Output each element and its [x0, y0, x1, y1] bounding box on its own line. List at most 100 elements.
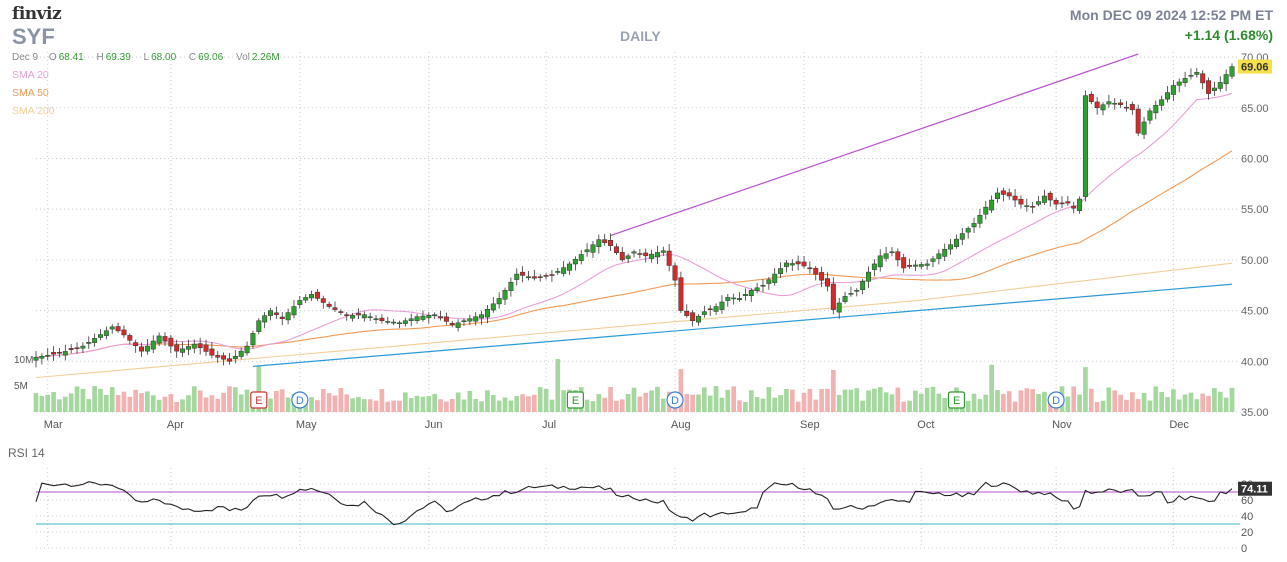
volume-bar: [1094, 401, 1100, 412]
volume-bar: [426, 396, 432, 412]
volume-bar: [965, 400, 971, 412]
candle-body: [1194, 72, 1200, 75]
sma-20-legend[interactable]: SMA 20: [12, 69, 49, 81]
candle-body: [1000, 190, 1006, 195]
volume-bar: [526, 396, 531, 412]
volume-bar: [1182, 394, 1188, 412]
candle-body: [232, 355, 238, 359]
volume-bar: [186, 395, 191, 412]
candle-body: [473, 316, 479, 322]
candle-body: [766, 279, 772, 284]
candle-body: [1147, 110, 1153, 121]
period-label[interactable]: DAILY: [620, 28, 661, 44]
price-tick-label: 35.00: [1241, 407, 1269, 419]
volume-bar: [1036, 394, 1041, 412]
candle-body: [672, 265, 678, 281]
price-tick-label: 70.00: [1241, 52, 1269, 64]
candle-body: [525, 276, 531, 279]
candle-body: [1182, 78, 1188, 83]
candle-body: [543, 275, 549, 277]
volume-bar: [485, 390, 490, 412]
candle-body: [402, 320, 408, 324]
candle-body: [367, 316, 373, 318]
volume-bar: [901, 401, 907, 412]
candle-body: [373, 318, 379, 320]
sma-200-legend[interactable]: SMA 200: [12, 105, 55, 117]
volume-bar: [432, 393, 438, 412]
volume-tick-label: 10M: [14, 355, 33, 366]
volume-bar: [1088, 388, 1094, 412]
candle-body: [103, 330, 109, 336]
candle-body: [467, 318, 473, 322]
candle-body: [936, 253, 942, 259]
dividend-marker-label: D: [1052, 395, 1060, 407]
candle-body: [226, 358, 232, 362]
close-value: 69.06: [198, 52, 224, 63]
month-label: Jul: [542, 419, 556, 431]
volume-bar: [62, 396, 68, 412]
dividend-marker-label: D: [671, 395, 679, 407]
candle-body: [496, 298, 502, 305]
candle-body: [420, 315, 426, 320]
candle-body: [98, 334, 103, 338]
candle-body: [866, 271, 871, 282]
volume-bar: [1106, 387, 1112, 412]
month-label: Dec: [1169, 419, 1189, 431]
sma-50-legend[interactable]: SMA 50: [12, 87, 49, 99]
volume-bar: [461, 399, 467, 412]
candle-body: [443, 316, 449, 322]
volume-bar: [1217, 391, 1223, 412]
candle-body: [56, 351, 62, 354]
last-price-label: 69.06: [1241, 62, 1269, 74]
volume-bar: [1153, 386, 1159, 412]
volume-bar: [619, 399, 625, 412]
earnings-marker-label: E: [953, 395, 960, 407]
candle-body: [33, 356, 39, 361]
sma-200-line: [35, 262, 1233, 379]
finviz-logo[interactable]: finviz: [12, 4, 62, 24]
candle-body: [1082, 95, 1088, 197]
candle-body: [619, 252, 625, 261]
candle-body: [1006, 192, 1012, 197]
candle-body: [484, 308, 490, 318]
volume-bar: [977, 399, 983, 412]
candle-body: [725, 297, 731, 301]
volume-bar: [731, 386, 737, 412]
datetime-label: Mon DEC 09 2024 12:52 PM ET: [1069, 7, 1273, 23]
candle-body: [1153, 104, 1159, 114]
sma-50-line: [35, 150, 1233, 358]
candle-body: [1100, 104, 1106, 111]
candle-body: [848, 293, 854, 295]
candle-body: [127, 335, 133, 341]
month-label: Sep: [800, 419, 820, 431]
candle-body: [197, 343, 203, 349]
volume-bar: [649, 390, 654, 412]
candle-body: [338, 311, 344, 313]
candle-body: [854, 290, 860, 292]
candle-body: [408, 318, 414, 321]
candle-body: [361, 314, 367, 319]
candle-body: [1094, 101, 1100, 109]
volume-bar: [537, 387, 543, 412]
month-label: May: [296, 419, 317, 431]
volume-bar: [373, 400, 379, 412]
volume-bar: [320, 389, 326, 412]
candle-body: [830, 283, 836, 310]
volume-bar: [1212, 388, 1217, 412]
volume-bar: [244, 389, 250, 412]
volume-bar: [490, 395, 496, 412]
volume-bar: [449, 398, 455, 412]
candle-body: [684, 310, 690, 316]
month-label: Oct: [917, 419, 934, 431]
volume-bar: [1171, 389, 1176, 412]
candle-body: [309, 294, 315, 299]
candle-body: [426, 315, 432, 319]
volume-bar: [866, 390, 871, 412]
volume-bar: [760, 398, 766, 412]
volume-bar: [807, 388, 813, 412]
volume-bar: [883, 392, 889, 412]
volume-bar: [1077, 394, 1082, 412]
candle-body: [74, 347, 80, 349]
volume-bar: [1194, 399, 1200, 412]
